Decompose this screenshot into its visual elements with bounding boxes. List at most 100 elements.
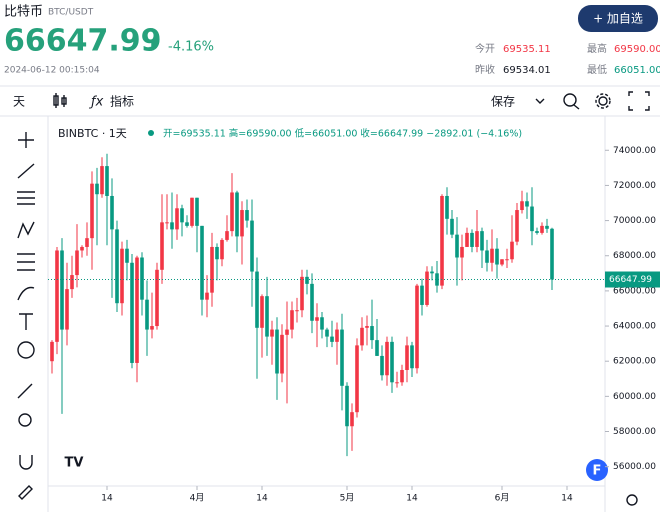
asset-name: 比特币 bbox=[4, 5, 43, 20]
change-percent: -4.16% bbox=[168, 40, 214, 55]
x-tick-label: 4月 bbox=[190, 493, 205, 504]
candle-body bbox=[125, 248, 129, 263]
candle-body bbox=[130, 262, 134, 363]
y-tick-label: 62000.00 bbox=[613, 357, 656, 367]
candle-body bbox=[550, 228, 554, 280]
candle-body bbox=[465, 232, 469, 247]
f-badge-mark[interactable]: F bbox=[593, 464, 602, 479]
candle-body bbox=[225, 231, 229, 240]
stat-value: 69590.00 bbox=[614, 44, 660, 55]
candle-body bbox=[95, 183, 99, 195]
candle-body bbox=[60, 250, 64, 330]
x-tick-label: 14 bbox=[256, 494, 268, 504]
stat-label: 最高 bbox=[587, 42, 607, 55]
candle-body bbox=[110, 195, 114, 230]
candle-body bbox=[300, 276, 304, 311]
candle-body bbox=[390, 341, 394, 383]
plot-area bbox=[48, 153, 605, 457]
f-badge[interactable] bbox=[586, 459, 608, 481]
stat-label: 今开 bbox=[475, 42, 495, 55]
candle-body bbox=[310, 283, 314, 321]
stat-label: 昨收 bbox=[475, 63, 495, 76]
candle-body bbox=[330, 336, 334, 342]
candle-body bbox=[140, 257, 144, 300]
candle-body bbox=[155, 269, 159, 327]
y-tick-label: 56000.00 bbox=[613, 462, 656, 472]
tv-logo-mark: TV bbox=[65, 456, 84, 471]
x-tick-label: 14 bbox=[561, 494, 573, 504]
candle-body bbox=[515, 210, 519, 242]
y-tick-label: 74000.00 bbox=[613, 146, 656, 156]
fx-icon[interactable]: ƒx bbox=[88, 95, 104, 110]
candle-body bbox=[210, 246, 214, 293]
watchlist-button[interactable] bbox=[578, 5, 658, 32]
y-tick-label: 64000.00 bbox=[613, 322, 656, 332]
candle-body bbox=[215, 246, 219, 260]
candle-body bbox=[55, 250, 59, 342]
candle-body bbox=[485, 250, 489, 263]
candle-body bbox=[355, 345, 359, 413]
y-tick-label: 68000.00 bbox=[613, 251, 656, 261]
x-tick-label: 14 bbox=[406, 494, 418, 504]
candle-body bbox=[480, 231, 484, 251]
candle-body bbox=[305, 276, 309, 284]
candle-body bbox=[145, 299, 149, 330]
candle-body bbox=[315, 317, 319, 321]
last-price-label: 66647.99 bbox=[609, 275, 652, 285]
last-price-tag bbox=[605, 271, 660, 288]
symbol: BINBTC · 1天 bbox=[58, 127, 127, 140]
y-tick-label: 66000.00 bbox=[613, 286, 656, 296]
stat-value: 66051.00 bbox=[614, 65, 660, 76]
candle-body bbox=[410, 345, 414, 369]
candle-body bbox=[175, 208, 179, 230]
candle-body bbox=[360, 327, 364, 346]
y-tick-label: 72000.00 bbox=[613, 181, 656, 191]
candle-body bbox=[540, 225, 544, 233]
candle-body bbox=[505, 259, 509, 261]
watchlist-button-label[interactable]: + 加自选 bbox=[593, 12, 643, 26]
period-button[interactable]: 天 bbox=[13, 95, 25, 109]
candle-body bbox=[245, 210, 249, 221]
candle-body bbox=[240, 210, 244, 237]
y-tick-label: 70000.00 bbox=[613, 216, 656, 226]
candle-body bbox=[545, 225, 549, 229]
drawing-tools[interactable] bbox=[17, 132, 35, 500]
candle-body bbox=[450, 218, 454, 235]
live-dot bbox=[148, 130, 154, 136]
toolbar-icons[interactable] bbox=[563, 91, 650, 111]
asset-pair: BTC/USDT bbox=[48, 8, 94, 18]
candle-body bbox=[475, 231, 479, 247]
candle-body bbox=[365, 326, 369, 328]
candle-body bbox=[170, 222, 174, 230]
candle-body bbox=[320, 317, 324, 330]
candle-body bbox=[415, 285, 419, 369]
candle-body bbox=[135, 257, 139, 363]
candle-body bbox=[395, 382, 399, 384]
axis-settings[interactable] bbox=[626, 494, 638, 506]
save-menu[interactable] bbox=[535, 98, 545, 104]
candle-body bbox=[490, 248, 494, 263]
candle-style-button[interactable] bbox=[53, 93, 67, 108]
candle-body bbox=[255, 271, 259, 328]
candle-body bbox=[165, 222, 169, 224]
candle-body bbox=[195, 197, 199, 226]
save-button[interactable]: 保存 bbox=[491, 95, 515, 109]
candle-body bbox=[235, 192, 239, 237]
candle-body bbox=[525, 201, 529, 207]
y-tick-label: 58000.00 bbox=[613, 427, 656, 437]
candle-body bbox=[435, 273, 439, 286]
timestamp: 2024-06-12 00:15:04 bbox=[4, 66, 100, 76]
indicators-button[interactable]: 指标 bbox=[110, 94, 134, 109]
candle-body bbox=[280, 334, 284, 374]
candle-body bbox=[120, 248, 124, 304]
candle-body bbox=[335, 329, 339, 342]
candle-body bbox=[350, 412, 354, 427]
candle-body bbox=[75, 250, 79, 276]
candle-body bbox=[290, 310, 294, 330]
stat-value: 69534.01 bbox=[503, 65, 551, 76]
candle-body bbox=[275, 329, 279, 374]
candle-body bbox=[250, 220, 254, 272]
y-tick-label: 60000.00 bbox=[613, 392, 656, 402]
candle-body bbox=[85, 238, 89, 247]
